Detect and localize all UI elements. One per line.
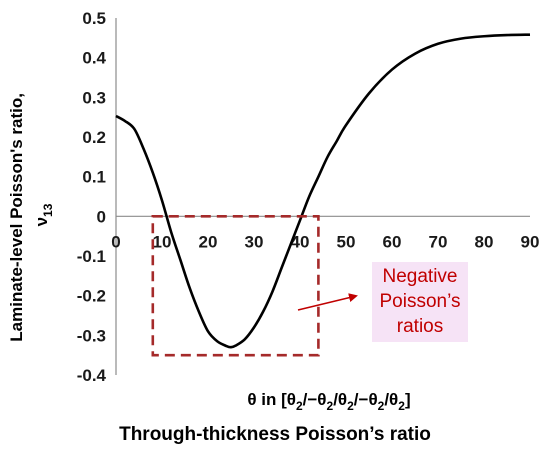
y-tick-label: 0 [97,207,106,226]
series-line [115,33,531,349]
y-tick-label: 0.3 [82,88,106,107]
negative-region-annotation: Negative Poisson’s ratios [151,215,468,357]
annotation-arrow [297,293,358,311]
y-tick-label: 0.2 [82,128,106,147]
x-tick-label: 20 [199,232,218,251]
x-tick-label: 30 [245,232,264,251]
x-axis-title: θ in [θ2/−θ2/θ2/−θ2/θ2] [247,390,410,413]
y-tick-label: -0.4 [77,366,107,385]
y-tick-label: 0.1 [82,168,106,187]
y-tick-label: -0.1 [77,247,106,266]
annotation-text-line: Poisson’s [380,291,461,312]
line-chart: 0.5 0.4 0.3 0.2 0.1 0 -0.1 -0.2 -0.3 -0.4 0 10 20 30… [7,9,539,413]
x-tick-label: 40 [291,232,310,251]
annotation-text-line: Negative [383,266,458,287]
x-tick-label: 50 [337,232,356,251]
x-tick-label: 60 [383,232,402,251]
y-tick-label: 0.4 [82,49,106,68]
annotation-text-line: ratios [397,316,443,337]
x-tick-label: 90 [521,232,540,251]
x-tick-label: 0 [111,232,120,251]
y-axis-title: Laminate-level Poisson's ratio, ν13 [7,88,55,341]
figure-caption: Through-thickness Poisson’s ratio [119,424,431,445]
y-tick-labels: 0.5 0.4 0.3 0.2 0.1 0 -0.1 -0.2 -0.3 -0.4 [77,9,107,385]
annotation-highlight [372,262,468,342]
x-tick-labels: 0 10 20 30 40 50 60 70 80 90 [111,232,539,251]
x-tick-label: 80 [475,232,494,251]
y-tick-label: -0.3 [77,326,106,345]
y-tick-label: 0.5 [82,9,106,28]
x-tick-label: 70 [429,232,448,251]
series-layer [115,33,531,349]
x-tick-label: 10 [153,232,172,251]
negative-region-box [151,215,320,357]
y-tick-label: -0.2 [77,287,106,306]
